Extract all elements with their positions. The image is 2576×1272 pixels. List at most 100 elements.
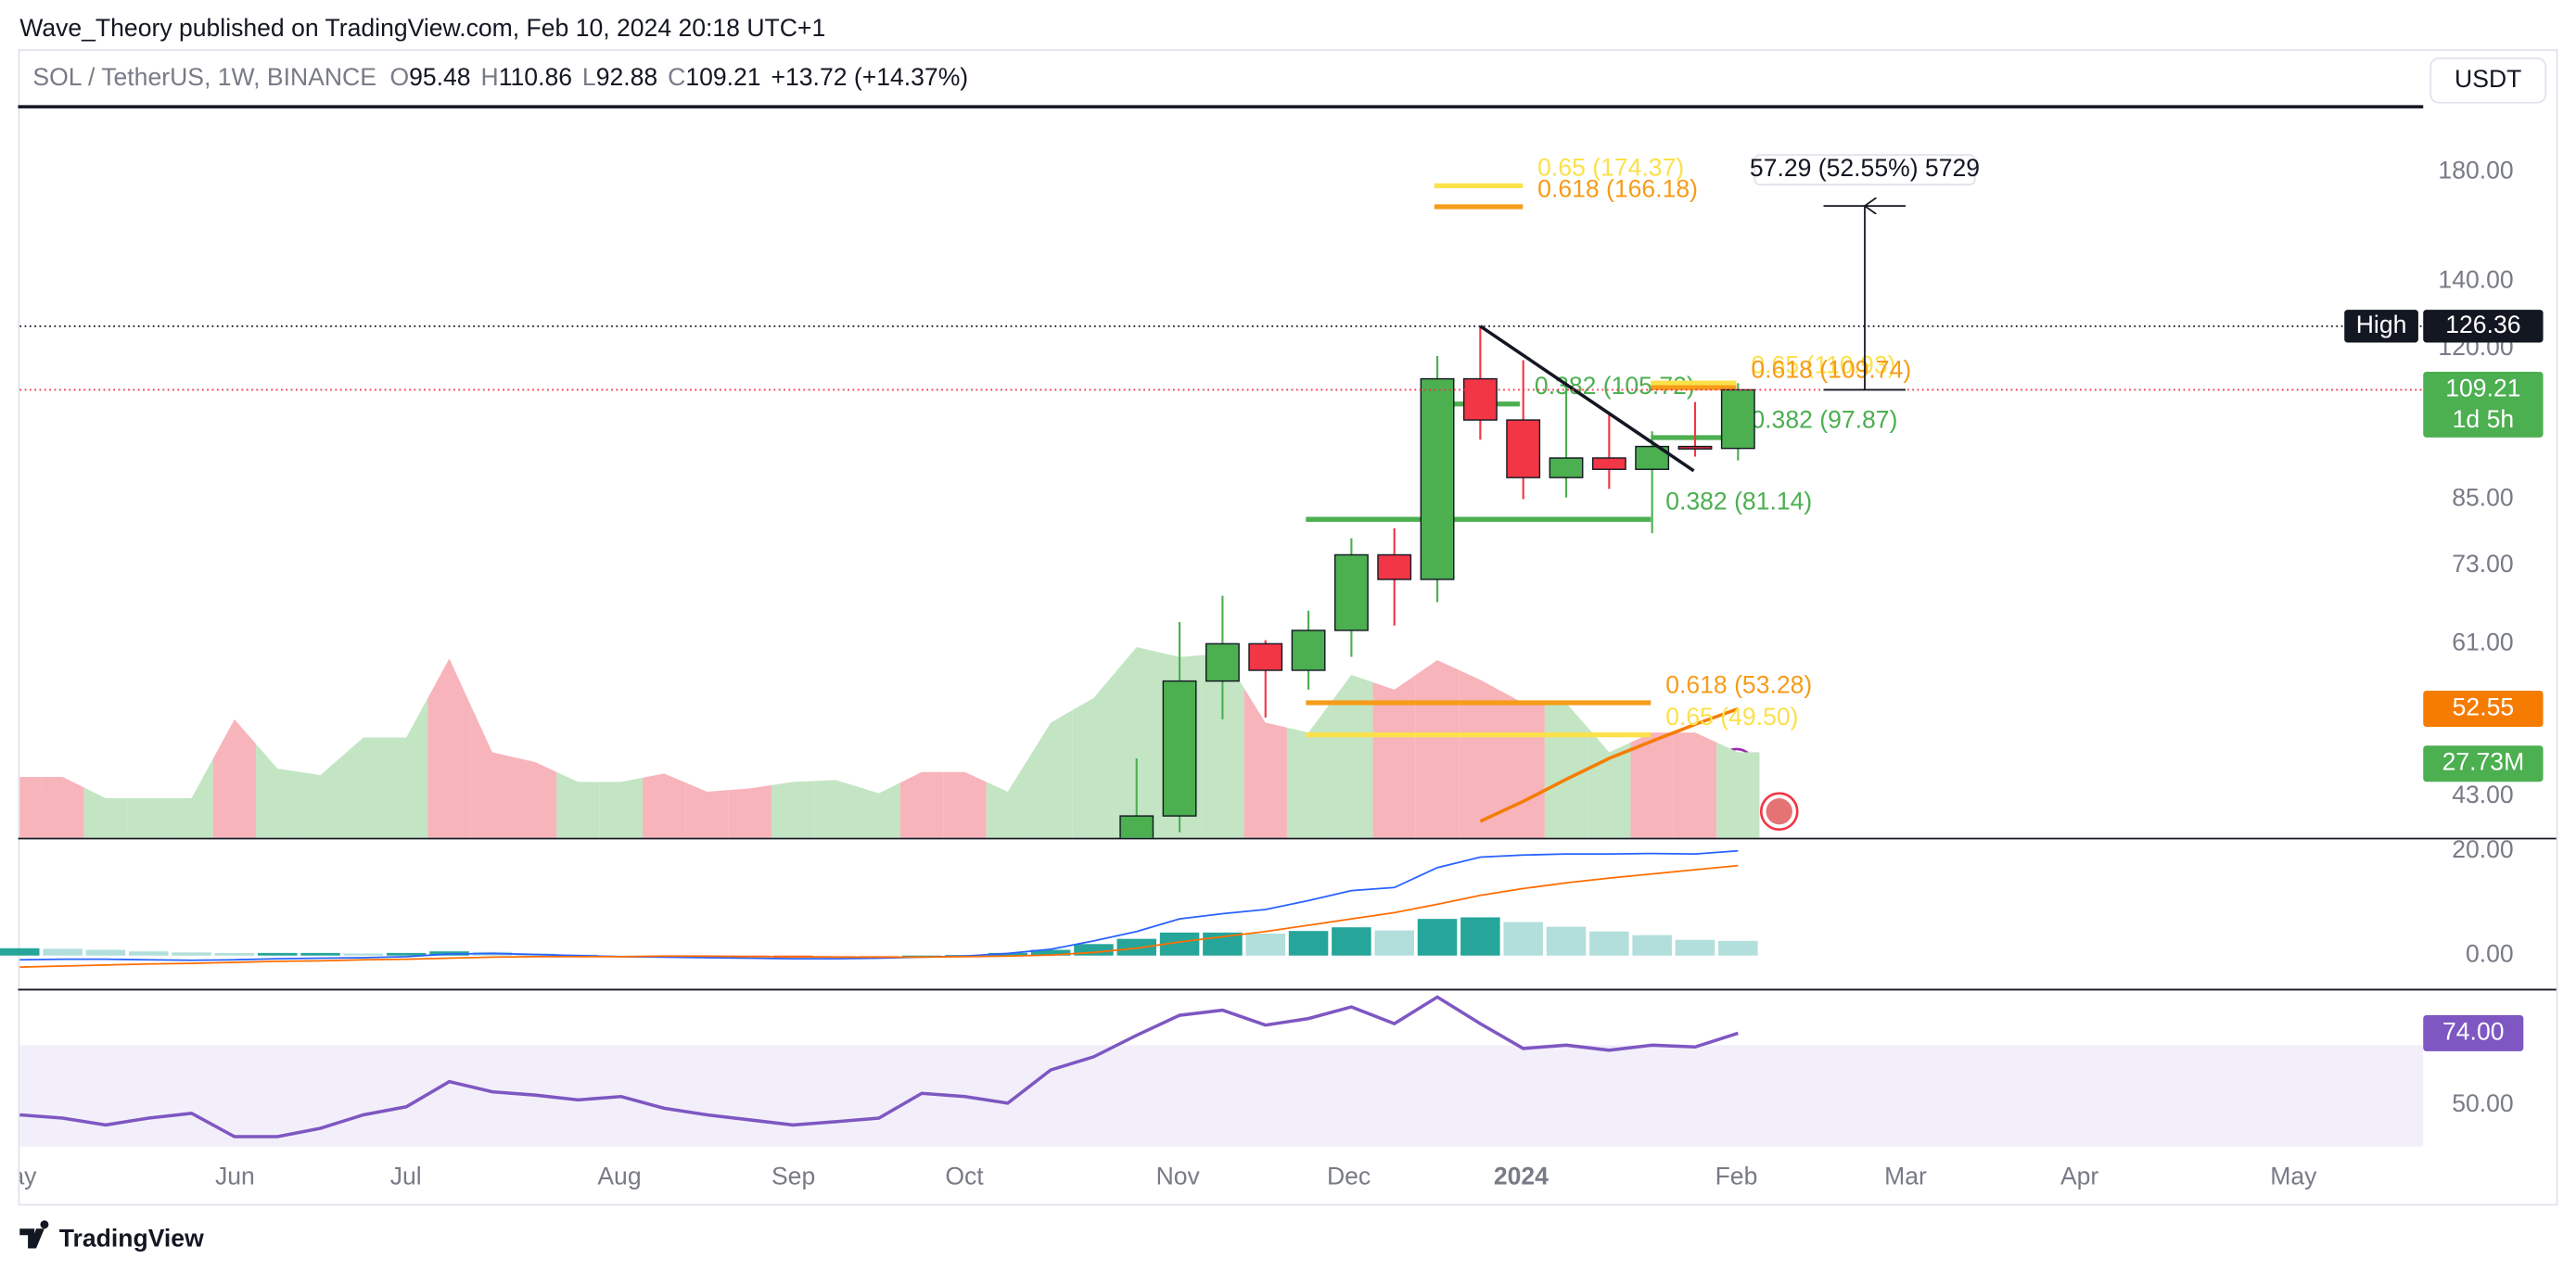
candle-body [1377,553,1412,580]
volume-area [83,787,128,838]
fib-label: 0.382 (97.87) [1751,405,1897,433]
histogram-bar [0,948,40,956]
volume-area [1372,674,1416,838]
candle-body [1248,642,1283,671]
volume-area [1201,653,1244,838]
volume-area [427,658,471,838]
ma-tag: 52.55 [2453,693,2514,721]
volume-tag: 27.73M [2442,748,2525,776]
candle-body [1720,388,1755,450]
x-tick-label: Aug [597,1162,641,1189]
candle-body [1162,680,1197,817]
low-value: 92.88 [596,63,657,91]
ma-tag-box [2423,691,2544,727]
histogram-bar [1546,926,1587,956]
legend-letter: O [389,63,409,91]
flag-icon [1766,798,1792,825]
price-tag-box [2423,371,2544,438]
volume-area [41,777,84,838]
macd-line [19,864,1739,969]
y-tick-label: 140.00 [2438,266,2513,294]
histogram-bar [257,952,298,956]
candle-body [1291,630,1326,671]
x-tick-label: Apr [2060,1162,2098,1189]
y-tick-label: 43.00 [2452,781,2513,808]
volume-area [728,784,772,838]
change: +13.72 (+14.37%) [772,63,969,91]
x-tick-label: Feb [1715,1162,1758,1189]
x-tick-label: Sep [772,1162,815,1189]
y-tick-label: 85.00 [2452,483,2513,511]
volume-area [556,771,600,838]
histogram-bar [1116,938,1157,956]
currency[interactable]: USDT [2455,65,2521,93]
histogram-bar [1503,922,1543,956]
candle-body [1119,815,1154,838]
fib-label: 0.65 (49.50) [1665,703,1798,731]
volume-area [299,756,342,838]
volume-area [814,780,858,838]
open-value: 95.48 [409,63,470,91]
fib-label: 0.618 (109.74) [1751,355,1911,383]
volume-area [127,797,171,838]
histogram-bar [214,952,255,956]
legend-letter: H [481,63,499,91]
histogram-bar [1417,919,1458,956]
volume-area [685,782,729,838]
histogram-bar [1288,931,1329,956]
price-tag: 109.21 [2445,374,2520,401]
fib-label: 0.618 (166.18) [1537,174,1698,202]
macd-line [19,849,1739,961]
volume-area [341,737,386,838]
histogram-bar [901,955,942,957]
volume-area [514,757,557,838]
histogram-bar [1675,939,1715,956]
symbol: SOL / TetherUS, 1W, BINANCE [32,63,376,91]
rsi-line [19,995,1739,1138]
volume-area [1330,674,1373,838]
candle-body [1333,553,1369,631]
histogram-bar [1374,930,1414,956]
histogram-bar [1332,927,1371,956]
fib-label: 0.65 (110.93) [1751,350,1895,378]
histogram-bar [343,953,384,956]
histogram-bar [1589,931,1629,956]
volume-area [899,771,944,838]
high-tag-box [2344,310,2418,343]
currency-button[interactable] [2429,57,2547,104]
volume-area [385,697,428,838]
rsi-band [19,1045,2424,1147]
high-price: 126.36 [2445,311,2520,338]
volume-area [1115,646,1158,838]
volume-area [1415,659,1460,838]
trendline [1479,324,1695,473]
x-tick-label: Oct [945,1162,984,1189]
volume-area [19,777,42,838]
logo: TradingView [59,1225,204,1253]
volume-area [470,705,515,838]
volume-area [599,777,643,838]
volume-area [1459,669,1502,838]
volume-area [943,771,987,838]
moving-average [1479,706,1739,823]
frame [18,49,2558,1206]
measure-label: 57.29 (52.55%) 5729 [1750,154,1980,182]
y-tick-label: 61.00 [2452,628,2513,655]
candle-body [1591,457,1626,470]
x-tick-label: Mar [1884,1162,1927,1189]
price-pane: 0.65 (174.37)0.618 (166.18)0.382 (105.72… [19,154,1911,838]
x-tick-label: May [0,1162,37,1189]
volume-area [212,719,257,838]
volume-area [1673,732,1717,838]
y-tick-label: 0.00 [2466,940,2514,968]
histogram-bar [1718,940,1758,956]
x-tick-label: Nov [1156,1162,1201,1189]
volume-area [1028,710,1073,838]
histogram-bar [1460,917,1500,956]
x-axis: May Jun Jul Aug Sep Oct Nov Dec 2024 Feb Mar Apr May [0,1162,2317,1189]
fib-label: 0.65 (174.37) [1537,154,1684,182]
x-tick-label: 2024 [1494,1162,1549,1189]
legend-letter: C [668,63,685,91]
